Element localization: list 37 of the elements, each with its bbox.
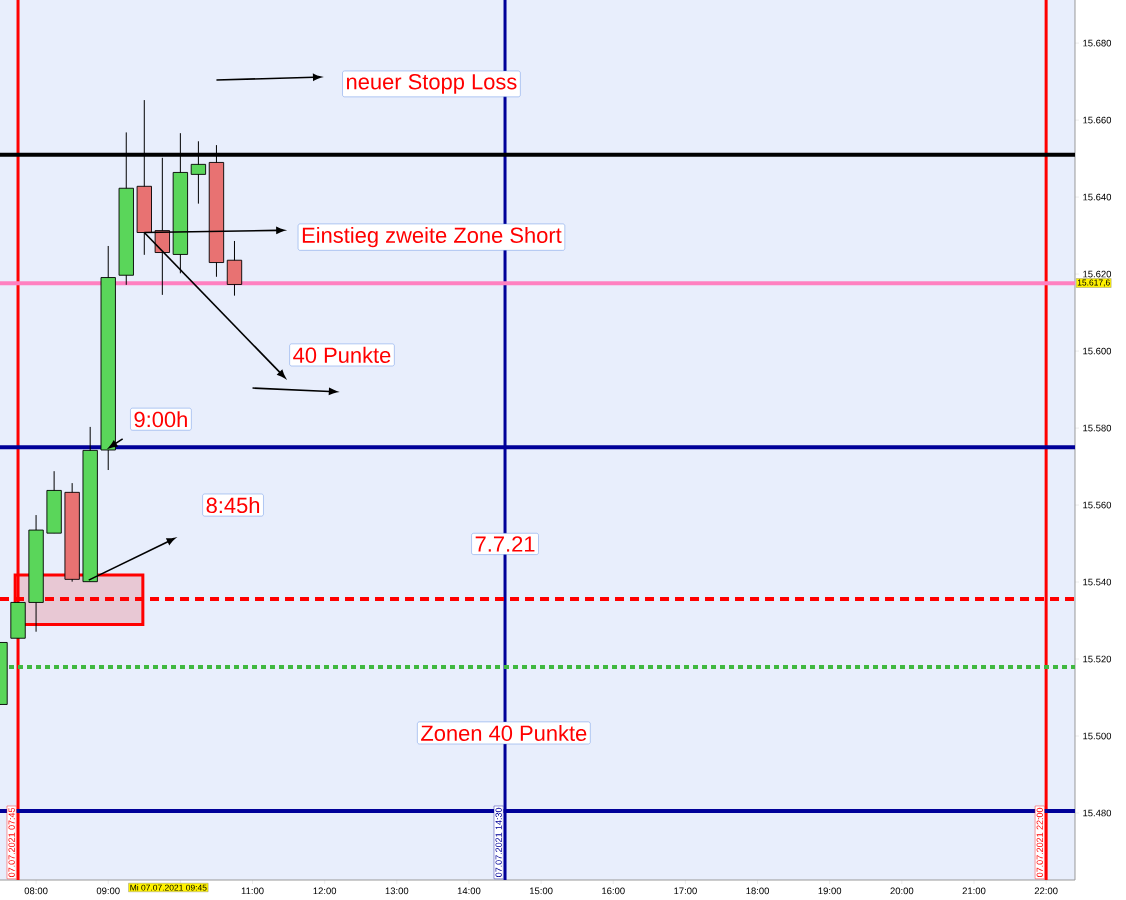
x-tick-label: 19:00	[818, 887, 842, 895]
annotation: 7.7.21	[475, 536, 535, 552]
y-tick-label: 15.640	[1083, 193, 1112, 201]
annotation: 40 Punkte	[293, 346, 391, 363]
y-tick-label: 15.580	[1083, 424, 1112, 432]
ref-line-label: 07.07.2021 14:30	[495, 807, 502, 877]
x-tick-label: 16:00	[602, 887, 625, 895]
x-tick-label: 13:00	[385, 887, 409, 895]
y-tick-label: 15.520	[1083, 655, 1112, 663]
y-tick-label: 15.540	[1083, 578, 1112, 586]
x-tick-label: 09:00	[96, 887, 120, 895]
y-tick-label: 15.600	[1083, 347, 1112, 355]
y-tick-label: 15.660	[1083, 116, 1112, 124]
x-tick-label: 15:00	[529, 887, 553, 895]
text: Mi 07.07.2021 09:45	[130, 884, 207, 891]
ref-line-label: 07.07.2021 22:00	[1036, 807, 1043, 877]
x-tick-label: 17:00	[674, 887, 697, 895]
x-tick-label: 08:00	[24, 887, 48, 895]
x-tick-label: 20:00	[890, 887, 914, 895]
y-tick-label: 15.620	[1083, 270, 1112, 278]
x-tick-label: 21:00	[962, 887, 986, 895]
x-tick-label: 18:00	[746, 887, 770, 895]
ref-line-label: 07.07.2021 07:45	[8, 807, 15, 877]
annotation: neuer Stopp Loss	[347, 73, 517, 94]
y-tick-label: 15.560	[1083, 501, 1112, 509]
ref-line-label: 15.617,6	[1077, 279, 1110, 287]
annotation: 8:45h	[206, 497, 260, 514]
x-tick-label: 12:00	[313, 887, 337, 895]
y-tick-label: 15.680	[1083, 39, 1112, 47]
annotation: 9:00h	[134, 411, 187, 428]
y-tick-label: 15.500	[1083, 732, 1112, 740]
annotation: Einstieg zweite Zone Short	[302, 226, 562, 248]
annotation: Zonen 40 Punkte	[421, 724, 587, 741]
y-tick-label: 15.480	[1083, 809, 1112, 817]
x-tick-label: 14:00	[457, 887, 481, 895]
x-tick-label: 11:00	[241, 887, 264, 895]
x-tick-label: 22:00	[1034, 887, 1058, 895]
